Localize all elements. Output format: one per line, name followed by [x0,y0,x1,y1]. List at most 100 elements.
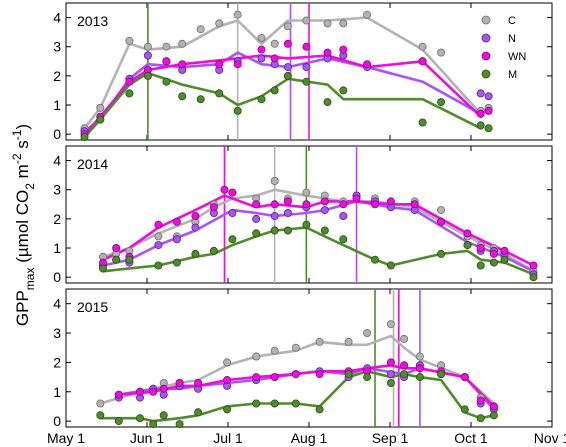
y-axis-label-m-sup: -2 [10,153,24,164]
legend-marker-N [481,33,491,43]
x-axis-ticks: May 1 Jun 1 Jul 1 Aug 1 Sep 1 Oct 1 Nov 1 [47,430,566,446]
data-point-WN [529,261,538,270]
data-point-M [96,115,105,124]
data-point-WN [270,373,279,382]
y-axis-label-close: ) [13,124,32,130]
data-point-C [291,343,300,352]
data-point-C [302,16,311,25]
data-point-M [415,373,424,382]
data-point-C [252,352,261,361]
data-point-C [344,337,353,346]
data-point-M [339,235,348,244]
x-tick-label: Sep 1 [372,430,409,446]
legend-label-M: M [508,69,517,81]
y-tick-label: 0 [53,126,61,142]
data-point-C [223,358,232,367]
data-point-M [162,77,171,86]
data-point-C [386,320,395,329]
data-point-WN [191,211,200,220]
data-point-C [270,346,279,355]
y-tick-label: 2 [53,211,61,227]
data-point-M [159,411,168,420]
data-point-WN [209,203,218,212]
data-point-WN [125,77,134,86]
data-point-WN [302,42,311,51]
data-point-WN [315,370,324,379]
data-point-M [125,89,134,98]
data-point-C [96,103,105,112]
data-point-M [476,261,485,270]
data-point-WN [476,396,485,405]
legend-label-C: C [508,15,516,27]
data-point-M [484,124,493,133]
data-point-M [135,414,144,423]
data-point-WN [291,370,300,379]
data-point-WN [149,387,158,396]
data-point-WN [415,364,424,373]
data-point-WN [489,402,498,411]
data-point-N [302,63,311,72]
data-point-WN [220,185,229,194]
data-point-M [283,71,292,80]
y-tick-label: 1 [53,384,61,400]
y-axis-label-sub: max [23,268,37,291]
y-axis-label-m: m [13,164,32,183]
data-point-M [320,226,329,235]
data-point-C [178,39,187,48]
data-point-WN [410,200,419,209]
data-point-M [489,411,498,420]
data-point-M [489,258,498,267]
data-point-N [386,370,395,379]
data-point-C [162,42,171,51]
data-point-M [302,220,311,229]
data-point-WN [194,378,203,387]
data-point-M [149,420,158,429]
data-point-WN [418,57,427,66]
data-point-M [257,95,266,104]
y-tick-label: 1 [53,97,61,113]
data-point-C [437,48,446,57]
y-axis-label-s-sup: -1 [10,129,24,140]
data-point-M [270,399,279,408]
data-point-N [339,211,348,220]
data-point-WN [463,229,472,238]
data-point-C [257,34,266,43]
data-point-N [283,208,292,217]
data-point-M [529,273,538,282]
data-point-N [172,235,181,244]
data-point-WN [500,246,509,255]
data-point-M [178,92,187,101]
data-point-M [500,255,509,264]
series-line-M [101,226,535,276]
data-point-C [302,188,311,197]
y-tick-label: 3 [53,325,61,341]
data-point-C [270,176,279,185]
data-point-WN [484,106,493,115]
data-point-N [476,89,485,98]
data-point-M [339,86,348,95]
data-point-WN [162,57,171,66]
data-point-C [339,19,348,28]
data-point-C [363,10,372,19]
series-line-WN [83,54,483,136]
data-point-M [209,246,218,255]
x-tick-label: May 1 [47,430,85,446]
series-line-N [101,200,535,273]
data-point-M [476,121,485,130]
legend-marker-M [481,69,491,79]
y-axis-label: GPPmax (µmol CO2 m-2 s-1) [10,124,37,326]
y-tick-label: 2 [53,68,61,84]
data-point-C [96,399,105,408]
data-point-WN [437,217,446,226]
data-point-M [96,411,105,420]
y-tick-label: 4 [53,296,61,312]
data-point-WN [489,249,498,258]
y-axis-label-units: (µmol CO [13,190,32,268]
legend: CN WN M [481,15,526,81]
data-point-WN [270,54,279,63]
data-point-M [228,235,237,244]
data-point-M [270,226,279,235]
data-point-M [191,249,200,258]
data-point-C [233,10,242,19]
data-point-C [323,19,332,28]
